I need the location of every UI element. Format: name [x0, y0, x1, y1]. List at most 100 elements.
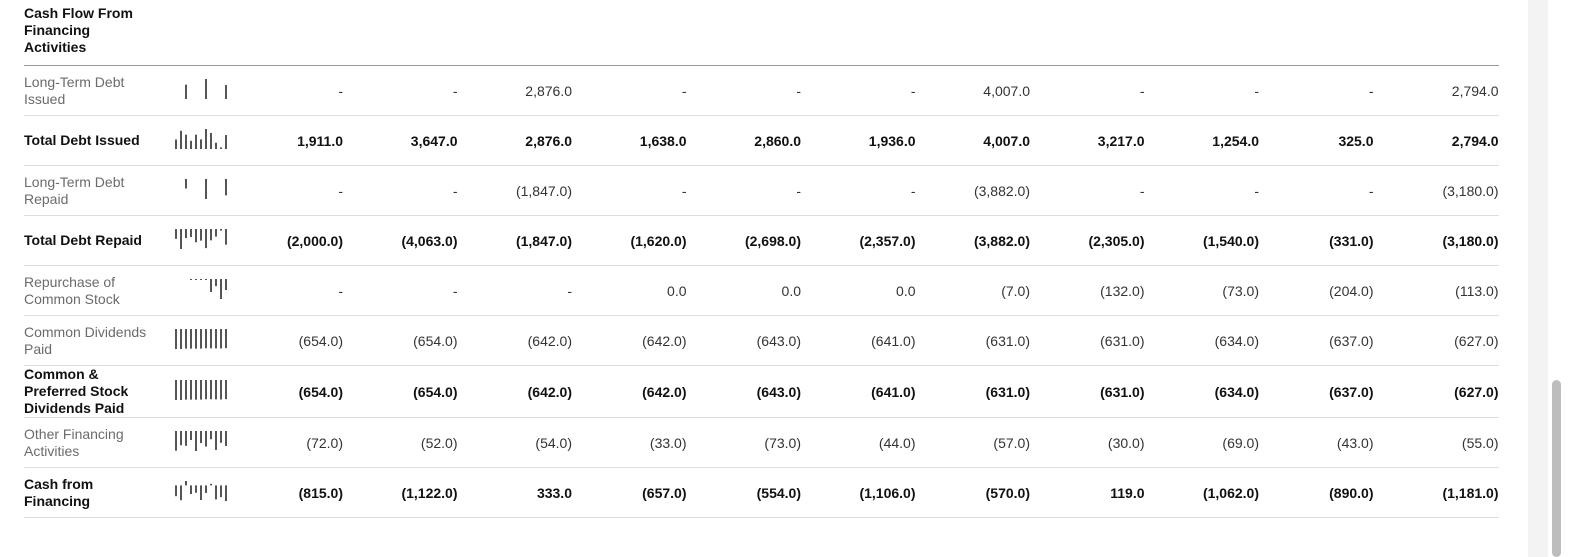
value-cell: 333.0 [457, 467, 572, 518]
value-cell: (44.0) [801, 417, 916, 468]
sparkline-bar [190, 485, 192, 495]
sparkline-bar [210, 431, 212, 440]
sparkline-cell [169, 315, 234, 366]
value-cell: - [343, 165, 458, 216]
value-cell: (642.0) [457, 315, 572, 366]
value-cell: (2,000.0) [234, 215, 343, 266]
sparkline [175, 431, 227, 451]
sparkline-bar [220, 147, 222, 149]
value-cell: (1,106.0) [801, 467, 916, 518]
table-row: Total Debt Issued 1,911.0 3,647.0 2,876.0 1,… [24, 115, 1499, 166]
value-cell: 0.0 [686, 265, 801, 316]
sparkline-cell [169, 215, 234, 266]
sparkline-bar [205, 329, 207, 349]
value-cell: 325.0 [1259, 115, 1374, 166]
row-label: Other Financing Activities [24, 417, 169, 468]
sparkline-bar [205, 179, 207, 199]
value-cell: - [572, 165, 687, 216]
value-cell: - [1144, 165, 1259, 216]
row-label: Common & Preferred Stock Dividends Paid [24, 365, 169, 418]
value-cell: (1,181.0) [1373, 467, 1499, 518]
sparkline-bar [185, 481, 187, 486]
sparkline-bar [205, 380, 207, 400]
table-row: Common & Preferred Stock Dividends Paid (… [24, 365, 1499, 418]
table-row: Other Financing Activities (72.0) (52.0) (5… [24, 417, 1499, 468]
sparkline [185, 79, 227, 99]
value-cell: 4,007.0 [915, 65, 1030, 116]
sparkline-bar [220, 279, 222, 299]
row-label: Total Debt Repaid [24, 215, 169, 266]
row-label-text: Long-Term Debt Issued [24, 73, 125, 107]
value-cell: (570.0) [915, 467, 1030, 518]
value-cell: (52.0) [343, 417, 458, 468]
sparkline-bar [210, 279, 212, 292]
sparkline-bar [225, 485, 227, 501]
sparkline-bar [200, 139, 202, 149]
sparkline-bar [200, 329, 202, 349]
sparkline-bar [185, 84, 187, 99]
sparkline-bar [220, 485, 222, 498]
sparkline-bar [175, 431, 177, 451]
value-cell: 3,647.0 [343, 115, 458, 166]
sparkline-bar [215, 229, 217, 237]
sparkline-bar [175, 485, 177, 497]
sparkline-bar [200, 431, 202, 444]
table-row: Total Debt Repaid (2,000.0) (4,063.0) (1,84… [24, 215, 1499, 266]
sparkline-bar [215, 329, 217, 349]
value-cell: (57.0) [915, 417, 1030, 468]
value-cell: (634.0) [1144, 365, 1259, 418]
value-cell: - [457, 265, 572, 316]
value-cell: (642.0) [572, 365, 687, 418]
value-cell: (554.0) [686, 467, 801, 518]
sparkline-bar [185, 431, 187, 446]
sparkline-bar [225, 329, 227, 349]
sparkline-bar [195, 380, 197, 400]
value-cell: 0.0 [572, 265, 687, 316]
value-cell: (33.0) [572, 417, 687, 468]
sparkline-bar [225, 380, 227, 400]
value-cell: (627.0) [1373, 315, 1499, 366]
section-title-text: Cash Flow From Financing Activities [24, 5, 133, 55]
value-cell: (815.0) [234, 467, 343, 518]
row-label-text: Common Dividends Paid [24, 323, 147, 357]
sparkline-bar [205, 229, 207, 249]
value-cell: 1,254.0 [1144, 115, 1259, 166]
sparkline-bar [220, 229, 222, 231]
value-cell: (654.0) [234, 315, 343, 366]
sparkline-bar [185, 134, 187, 149]
sparkline-bar [175, 229, 177, 239]
value-cell: (1,540.0) [1144, 215, 1259, 266]
sparkline-bar [200, 279, 202, 280]
value-cell: - [801, 65, 916, 116]
sparkline-bar [220, 380, 222, 400]
row-label-text: Other Financing Activities [24, 425, 124, 459]
sparkline-bar [225, 135, 227, 149]
value-cell: 3,217.0 [1030, 115, 1145, 166]
sparkline [175, 129, 227, 149]
scrollbar-thumb[interactable] [1552, 380, 1561, 557]
table-row: Long-Term Debt Repaid - - (1,847.0) - - - (3,88… [24, 165, 1499, 216]
value-cell: 2,876.0 [457, 115, 572, 166]
value-cell: (642.0) [457, 365, 572, 418]
value-cell: (3,882.0) [915, 165, 1030, 216]
sparkline-bar [205, 485, 207, 493]
sparkline-bar [185, 229, 187, 239]
table-row: Repurchase of Common Stock - - -0.0 0.0 0.0 (7… [24, 265, 1499, 316]
value-cell: - [234, 165, 343, 216]
value-cell: 2,794.0 [1373, 65, 1499, 116]
value-cell: (54.0) [457, 417, 572, 468]
sparkline-bar [190, 329, 192, 349]
sparkline-bar [195, 134, 197, 149]
sparkline-bar [215, 279, 217, 287]
value-cell: (3,180.0) [1373, 165, 1499, 216]
value-cell: - [1259, 165, 1374, 216]
value-cell: (643.0) [686, 315, 801, 366]
value-cell: 0.0 [801, 265, 916, 316]
value-cell: 2,860.0 [686, 115, 801, 166]
section-title: Cash Flow From Financing Activities [24, 5, 169, 66]
value-cell: (627.0) [1373, 365, 1499, 418]
sparkline-bar [225, 279, 227, 291]
sparkline [175, 481, 227, 501]
sparkline-bar [205, 79, 207, 99]
sparkline-bar [175, 139, 177, 149]
